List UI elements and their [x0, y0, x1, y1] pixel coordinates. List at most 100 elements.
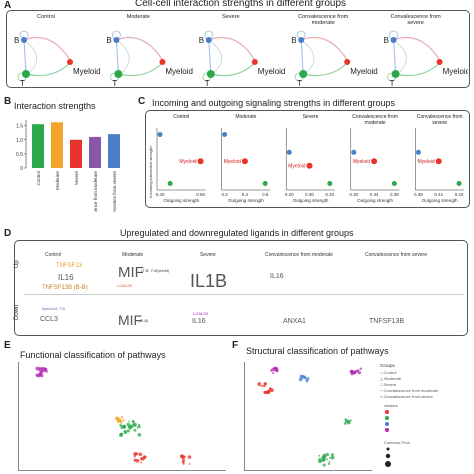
network-node-t — [206, 70, 215, 78]
down-mif: MIF — [118, 312, 143, 328]
panel-d-letter: D — [4, 228, 12, 239]
col-severe: Severe — [200, 252, 216, 258]
network-edge — [393, 39, 397, 75]
panel-e-title: Functional classification of pathways — [20, 350, 166, 360]
cluster-point — [128, 420, 130, 423]
panel-f-letter: F — [232, 340, 239, 351]
network-node-myeloid — [436, 59, 443, 65]
bar — [32, 124, 44, 168]
network-label-b: B — [384, 36, 389, 45]
row-divider — [24, 294, 464, 295]
cluster-point — [137, 423, 141, 427]
network-edge — [395, 62, 441, 77]
panel-c-title: Incoming and outgoing signaling strength… — [152, 98, 395, 108]
scatter-point-label: Myeloid — [353, 159, 370, 165]
panel-b-letter: B — [4, 96, 12, 107]
network-label-b: B — [199, 36, 204, 45]
panel-f-title: Structural classification of pathways — [246, 346, 389, 356]
bar-y-tick-label: 0 — [20, 166, 23, 172]
network-edge — [23, 36, 71, 61]
panel-d-frame — [14, 240, 468, 336]
scatter-x-tick-label: 0.4 — [242, 192, 249, 197]
bar-category-label: Convalescence from moderate — [93, 171, 98, 212]
legend-cluster-title: clusters — [384, 403, 398, 408]
legend-cluster-dot — [385, 422, 389, 426]
cluster-point — [117, 421, 119, 423]
cluster-point — [265, 390, 269, 395]
cluster-point — [121, 415, 124, 419]
cluster-point — [138, 452, 143, 457]
legend-group-label: Control — [383, 370, 397, 375]
cluster-point — [119, 423, 122, 427]
network-edge — [116, 39, 130, 73]
network-edge — [23, 39, 38, 73]
legend-cluster-swatches — [385, 410, 389, 432]
legend-group-item: □ Severe — [380, 382, 397, 387]
network-label-myeloid: Myeloid — [443, 67, 468, 76]
cluster-point — [181, 460, 185, 464]
legend-size-dot — [385, 461, 391, 467]
cluster-point — [322, 453, 327, 458]
cluster-point — [330, 455, 335, 460]
network-label-t: T — [390, 79, 395, 86]
network-edge — [208, 39, 222, 73]
legend-size-dot — [385, 453, 391, 459]
network-edge — [23, 39, 27, 75]
scatter-x-tick-label: 0.20 — [285, 192, 294, 197]
scatter-point-label: Myeloid — [417, 159, 434, 165]
cluster-point — [133, 428, 137, 432]
network-node-t — [391, 70, 400, 78]
panel-e-yaxis — [18, 362, 19, 470]
cluster-point — [182, 455, 186, 459]
panel-a-title: Cell-cell interaction strengths in diffe… — [135, 0, 347, 9]
network-edge — [300, 36, 348, 61]
row-down-label: Down — [14, 304, 20, 320]
scatter-point-t — [456, 181, 462, 187]
network-label-t: T — [205, 79, 210, 86]
cluster-point — [298, 377, 303, 382]
cluster-point — [331, 458, 333, 460]
network-label-b: B — [14, 36, 19, 45]
network-group-title: Convalescence from — [391, 14, 442, 20]
panel-f-scatter — [257, 366, 362, 467]
legend-group-label: Convalescence from severe — [383, 394, 434, 399]
cluster-point — [123, 430, 128, 435]
network-node-b — [298, 37, 305, 43]
cluster-point — [122, 424, 126, 428]
scatter-x-label: Outgoing strength — [422, 198, 458, 203]
panel-f-yaxis — [244, 362, 245, 470]
network-label-myeloid: Myeloid — [350, 67, 378, 76]
down-ccl3: CCL3 — [40, 316, 58, 323]
network-edge — [208, 36, 256, 61]
up-il16-control: IL16 — [58, 273, 74, 282]
bar — [89, 136, 101, 168]
scatter-x-label: Outgoing strength — [228, 198, 264, 203]
scatter-point-t — [391, 181, 397, 187]
network-node-b — [205, 37, 212, 43]
col-conv-moderate: Convalescence from moderate — [265, 252, 334, 258]
panel-f-xaxis — [244, 470, 372, 471]
scatter-x-tick-label: 0.40 — [325, 192, 334, 197]
up-il16-conv: IL16 — [270, 273, 284, 280]
scatter-point-b — [415, 149, 421, 155]
cluster-point — [346, 419, 351, 424]
network-group-title: moderate — [312, 20, 335, 26]
panel-b-title: Interaction strengths — [14, 101, 96, 111]
cluster-point — [257, 382, 262, 387]
scatter-x-tick-label: 0.43 — [455, 192, 464, 197]
bar-category-label: Convalescence from severe — [112, 171, 117, 212]
scatter-point-b — [286, 149, 292, 155]
network-edge — [118, 62, 163, 77]
bar-y-tick-label: 0.5 — [16, 152, 23, 158]
cluster-point — [132, 422, 137, 427]
panel-e-letter: E — [4, 340, 11, 351]
bar-category-label: Severe — [74, 171, 79, 186]
cluster-point — [120, 433, 123, 436]
cluster-point — [269, 387, 272, 390]
legend-groups-title: Groups — [380, 363, 395, 368]
cluster-point — [359, 367, 362, 370]
network-label-t: T — [112, 79, 117, 86]
legend-commun-title: Commun.Prob. — [384, 440, 411, 445]
bar-category-label: Moderate — [55, 171, 60, 191]
legend-size-dot — [386, 447, 390, 451]
